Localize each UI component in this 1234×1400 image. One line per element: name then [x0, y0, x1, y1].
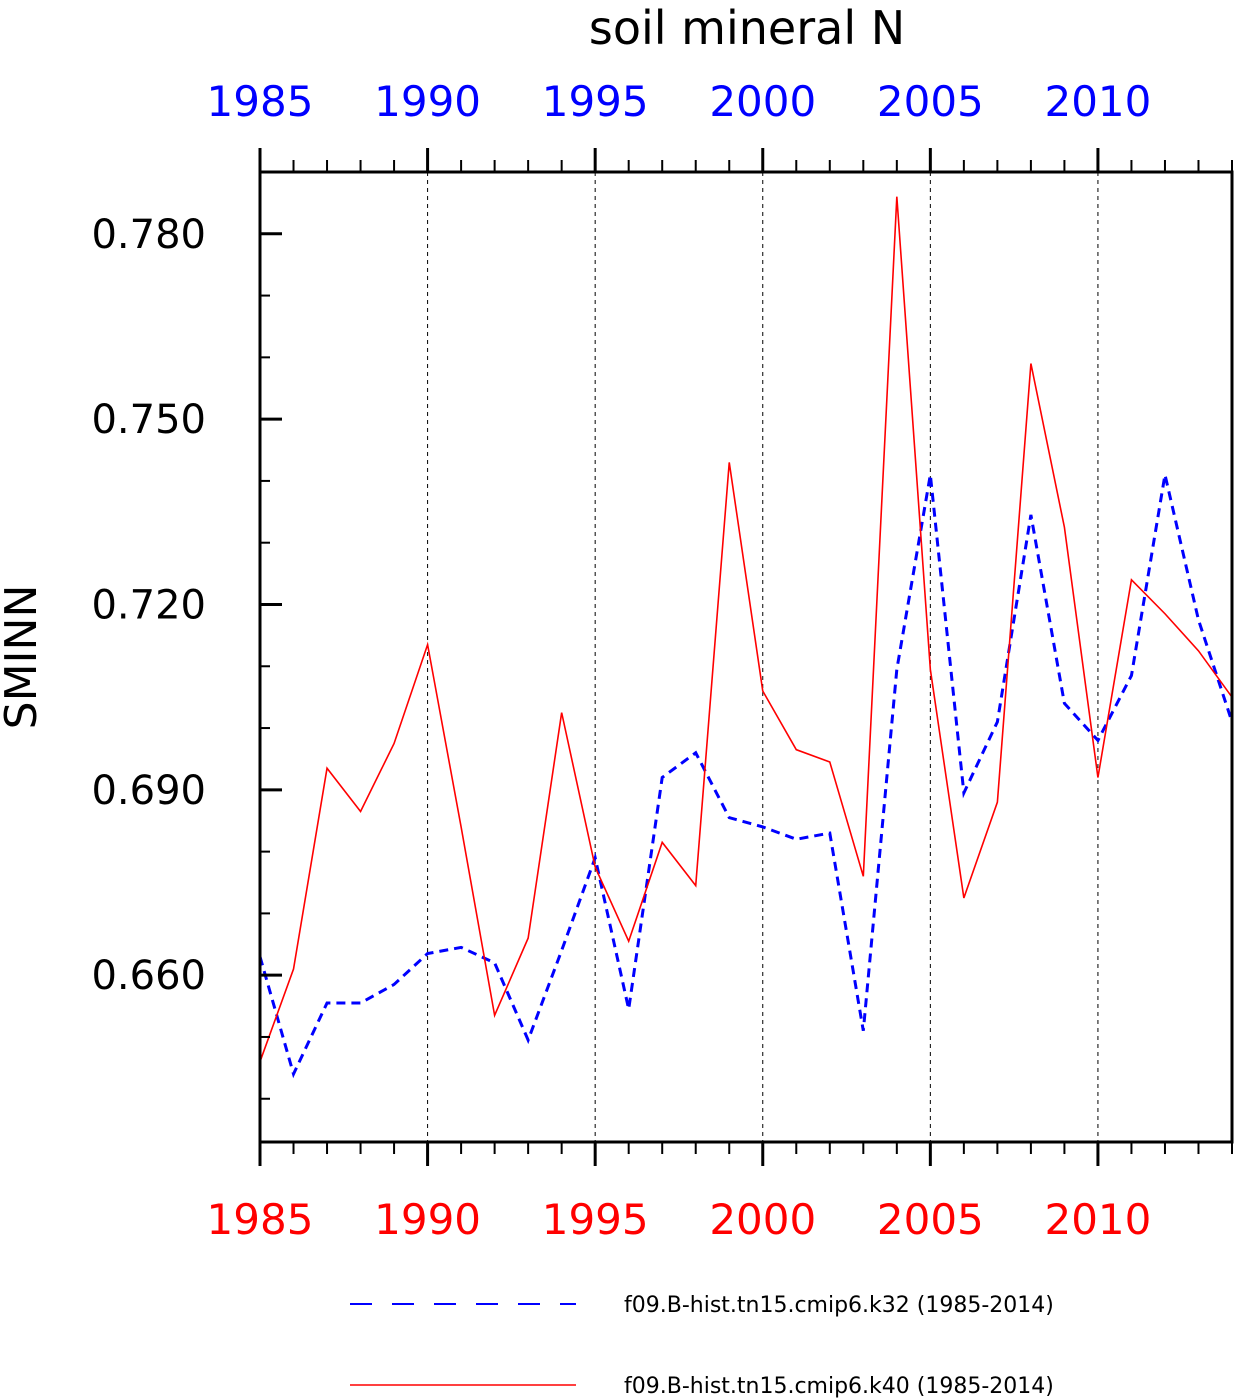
- y-tick-label: 0.660: [91, 953, 206, 999]
- top-x-tick-label: 1995: [542, 77, 649, 126]
- y-tick-label: 0.690: [91, 768, 206, 814]
- chart-title: soil mineral N: [589, 1, 905, 55]
- legend-label-1: f09.B-hist.tn15.cmip6.k32 (1985-2014): [624, 1293, 1054, 1318]
- bottom-x-tick-label: 2000: [709, 1195, 816, 1244]
- y-tick-label: 0.780: [91, 212, 206, 258]
- plot-frame: [258, 170, 1234, 1144]
- bottom-x-tick-label: 2005: [877, 1195, 984, 1244]
- series-layer: [258, 196, 1234, 1079]
- y-tick-label: 0.750: [91, 397, 206, 443]
- top-x-tick-label: 2000: [709, 77, 816, 126]
- series-line-2: [259, 196, 1233, 1062]
- legend: f09.B-hist.tn15.cmip6.k32 (1985-2014) f09…: [350, 1293, 1054, 1399]
- y-axis-label: SMINN: [0, 585, 47, 730]
- top-x-tick-label: 2005: [877, 77, 984, 126]
- bottom-axis-tick-labels: 1985 1990 1995 2000 2005 2010: [207, 1195, 1152, 1244]
- bottom-x-tick-label: 1985: [207, 1195, 314, 1244]
- bottom-x-tick-label: 2010: [1044, 1195, 1151, 1244]
- top-axis-tick-labels: 1985 1990 1995 2000 2005 2010: [207, 77, 1152, 126]
- series-line-1: [258, 474, 1234, 1079]
- top-x-tick-label: 1985: [207, 77, 314, 126]
- bottom-x-tick-label: 1995: [542, 1195, 649, 1244]
- grid-lines: [427, 172, 1099, 1142]
- axis-ticks: [258, 148, 1233, 1166]
- legend-label-2: f09.B-hist.tn15.cmip6.k40 (1985-2014): [624, 1374, 1054, 1399]
- y-axis-tick-labels: 0.660 0.690 0.720 0.750 0.780: [91, 212, 206, 999]
- top-x-tick-label: 1990: [374, 77, 481, 126]
- y-tick-label: 0.720: [91, 582, 206, 628]
- top-x-tick-label: 2010: [1044, 77, 1151, 126]
- bottom-x-tick-label: 1990: [374, 1195, 481, 1244]
